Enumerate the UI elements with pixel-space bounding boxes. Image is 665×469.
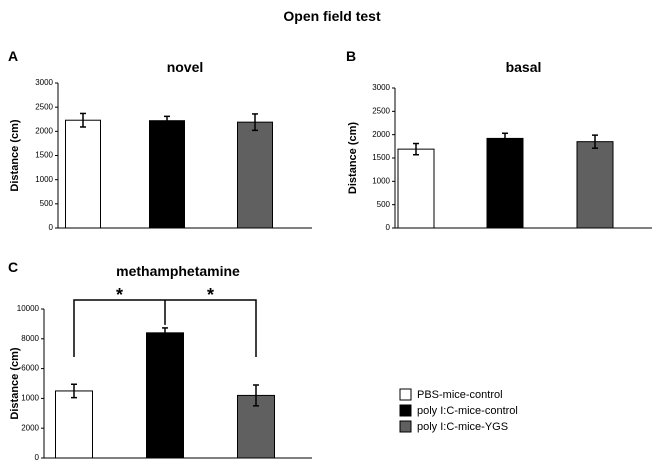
- y-tick-label: 0: [49, 223, 54, 232]
- y-tick-label: 1000: [35, 175, 53, 184]
- bar-poly I:C-mice-control: [486, 137, 524, 229]
- panel-letter-c: C: [8, 259, 18, 275]
- chart-basal: basal Distance (cm) 0 500 1000 1500 2000 2500 30…: [347, 59, 652, 232]
- y-tick-label: 2000: [35, 126, 53, 135]
- significance-star: *: [116, 285, 123, 305]
- y-axis-label: Distance (cm): [9, 119, 21, 191]
- y-tick-label: 0: [35, 453, 40, 462]
- legend-swatch: [399, 404, 412, 417]
- y-tick-label: 1000: [372, 176, 390, 185]
- y-tick-label: 2000: [372, 130, 390, 139]
- legend-label: PBS-mice-control: [417, 389, 503, 401]
- bar-poly I:C-mice-YGS: [237, 121, 273, 229]
- y-axis-label: Distance (cm): [347, 122, 359, 194]
- panel-letter-a: A: [8, 48, 18, 64]
- bar-poly I:C-mice-control: [146, 332, 184, 459]
- y-tick-label: 2000: [21, 423, 39, 432]
- y-axis-label: Distance (cm): [9, 347, 21, 419]
- y-tick-label: 3000: [35, 78, 53, 87]
- chart-title: methamphetamine: [116, 263, 240, 279]
- y-tick-label: 1000: [21, 394, 39, 403]
- chart-title: novel: [167, 59, 204, 75]
- significance-star: *: [207, 285, 214, 305]
- y-tick-label: 2500: [372, 106, 390, 115]
- legend-label: poly I:C-mice-YGS: [417, 421, 508, 433]
- bar-PBS-mice-control: [397, 148, 435, 229]
- bar-PBS-mice-control: [55, 390, 93, 459]
- legend: PBS-mice-control poly I:C-mice-control pol…: [399, 388, 518, 433]
- y-tick-label: 1500: [372, 153, 390, 162]
- legend-label: poly I:C-mice-control: [417, 405, 518, 417]
- y-tick-label: 3000: [372, 83, 390, 92]
- legend-swatch: [399, 388, 412, 401]
- bar-poly I:C-mice-control: [149, 120, 185, 229]
- figure-title: Open field test: [283, 8, 381, 24]
- bar-PBS-mice-control: [65, 119, 101, 229]
- chart-methamphetamine: methamphetamine Distance (cm) 0 2000 1000 600…: [9, 263, 312, 462]
- y-tick-label: 0: [386, 223, 391, 232]
- y-tick-label: 500: [40, 199, 54, 208]
- bar-poly I:C-mice-YGS: [576, 141, 614, 229]
- legend-swatch: [399, 420, 412, 433]
- y-tick-label: 500: [377, 200, 391, 209]
- panel-letter-b: B: [346, 48, 356, 64]
- chart-novel: novel Distance (cm) 0 500 1000 1500 2000 2500 30…: [9, 59, 312, 232]
- chart-title: basal: [506, 59, 542, 75]
- y-tick-label: 6000: [21, 364, 39, 373]
- y-tick-label: 2500: [35, 102, 53, 111]
- y-tick-label: 8000: [21, 334, 39, 343]
- y-tick-label: 1500: [35, 151, 53, 160]
- y-tick-label: 10000: [17, 304, 40, 313]
